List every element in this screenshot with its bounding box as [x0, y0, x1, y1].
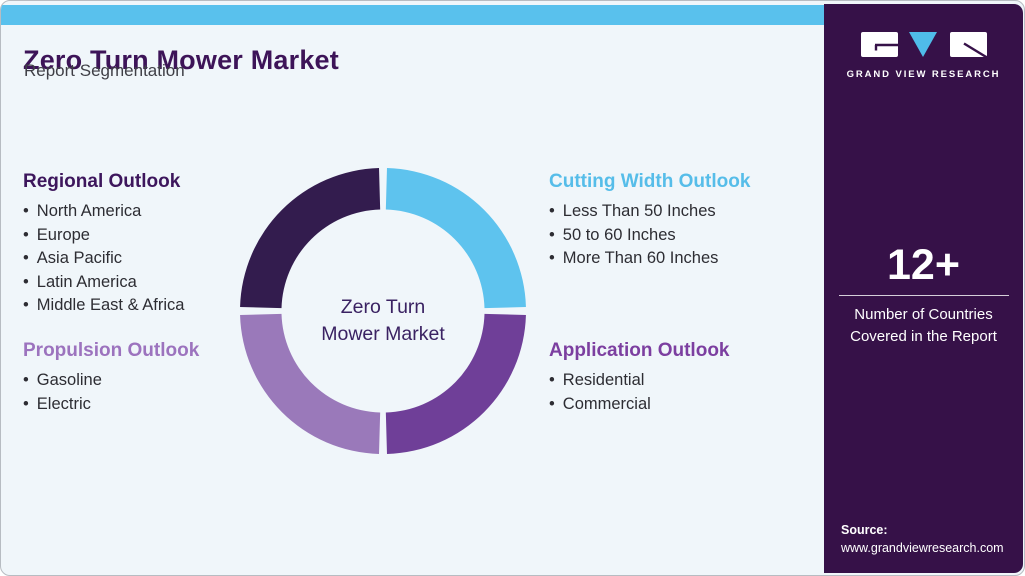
section-propulsion-outlook: Propulsion Outlook Gasoline Electric	[23, 340, 323, 416]
brand-name: GRAND VIEW RESEARCH	[846, 69, 1001, 80]
list-item: Residential	[549, 369, 849, 393]
donut-chart	[233, 161, 533, 461]
source-url-link[interactable]: www.grandviewresearch.com	[841, 541, 1004, 555]
logo-v-mark	[908, 32, 937, 57]
donut-chart-svg	[240, 168, 526, 454]
brand-sidebar: GRAND VIEW RESEARCH 12+ Number of Countr…	[824, 4, 1023, 573]
list-item: Less Than 50 Inches	[549, 200, 849, 224]
donut-segment	[385, 313, 526, 454]
countries-stat: 12+ Number of Countries Covered in the R…	[824, 242, 1023, 348]
source-block: Source: www.grandviewresearch.com	[841, 521, 1004, 557]
section-title: Cutting Width Outlook	[549, 171, 751, 192]
gvr-logo: GRAND VIEW RESEARCH	[824, 32, 1023, 80]
stat-value: 12+	[887, 241, 960, 289]
list-item: Electric	[23, 393, 323, 417]
page-title: Zero Turn Mower Market	[23, 45, 339, 76]
stat-label-line2: Covered in the Report	[850, 328, 997, 345]
section-cutting-width-outlook: Cutting Width Outlook Less Than 50 Inche…	[549, 171, 849, 271]
section-regional-outlook: Regional Outlook North America Europe As…	[23, 171, 323, 318]
list-item: North America	[23, 200, 323, 224]
section-list: Less Than 50 Inches 50 to 60 Inches More…	[549, 200, 849, 271]
list-item: Europe	[23, 224, 323, 248]
list-item: Middle East & Africa	[23, 294, 323, 318]
section-list: Gasoline Electric	[23, 369, 323, 416]
stat-divider	[838, 295, 1009, 296]
list-item: Commercial	[549, 393, 849, 417]
section-list: North America Europe Asia Pacific Latin …	[23, 200, 323, 318]
section-list: Residential Commercial	[549, 369, 849, 416]
section-title: Regional Outlook	[23, 171, 181, 192]
top-accent-bar	[1, 5, 824, 25]
list-item: More Than 60 Inches	[549, 247, 849, 271]
source-label: Source:	[841, 523, 888, 537]
page-subtitle: Report Segmentation	[24, 61, 185, 80]
stat-label-line1: Number of Countries	[854, 306, 993, 323]
list-item: Latin America	[23, 271, 323, 295]
gvr-logo-icon	[860, 32, 988, 59]
section-title: Application Outlook	[549, 340, 730, 361]
section-application-outlook: Application Outlook Residential Commerci…	[549, 340, 849, 416]
donut-segment	[240, 313, 381, 454]
donut-segment	[385, 168, 526, 309]
section-title: Propulsion Outlook	[23, 340, 200, 361]
list-item: Asia Pacific	[23, 247, 323, 271]
list-item: 50 to 60 Inches	[549, 224, 849, 248]
donut-segment	[240, 168, 381, 309]
list-item: Gasoline	[23, 369, 323, 393]
